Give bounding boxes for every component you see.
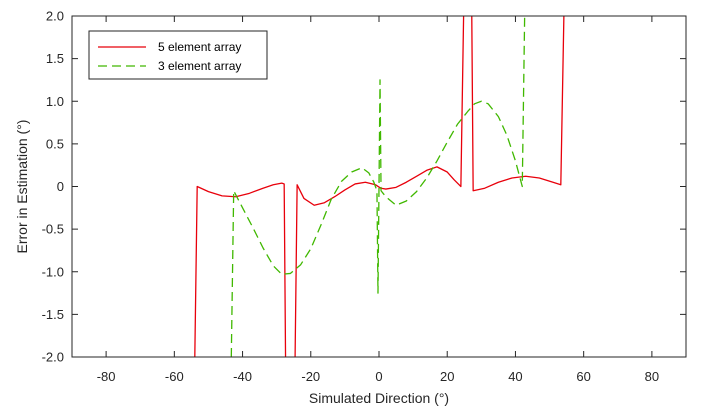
y-tick-label: -2.0 bbox=[42, 350, 64, 365]
x-axis-label: Simulated Direction (°) bbox=[309, 390, 449, 406]
x-tick-label: -40 bbox=[233, 369, 252, 384]
y-axis-label: Error in Estimation (°) bbox=[14, 120, 30, 254]
legend-label-5-element: 5 element array bbox=[158, 40, 241, 54]
y-tick-label: 1.5 bbox=[46, 51, 64, 66]
x-tick-label: 20 bbox=[440, 369, 454, 384]
y-tick-label: 0.5 bbox=[46, 136, 64, 151]
legend: 5 element array 3 element array bbox=[88, 30, 268, 80]
x-tick-label: -80 bbox=[97, 369, 116, 384]
x-tick-label: 80 bbox=[645, 369, 659, 384]
x-tick-label: 0 bbox=[375, 369, 382, 384]
ticks-group: -80 -60 -40 -20 0 20 40 60 80 -2.0 -1.5 -1.0 -0.5 0 0.… bbox=[42, 9, 686, 384]
x-tick-label: 40 bbox=[508, 369, 522, 384]
y-tick-label: 2.0 bbox=[46, 9, 64, 24]
y-tick-label: 1.0 bbox=[46, 94, 64, 109]
series-line-5-element-array bbox=[194, 16, 565, 357]
x-tick-label: -20 bbox=[301, 369, 320, 384]
y-tick-label: 0 bbox=[57, 179, 64, 194]
series-group bbox=[194, 16, 565, 357]
x-tick-label: -60 bbox=[165, 369, 184, 384]
x-tick-label: 60 bbox=[576, 369, 590, 384]
legend-label-3-element: 3 element array bbox=[158, 59, 241, 73]
legend-box bbox=[88, 30, 268, 80]
y-tick-label: -1.0 bbox=[42, 264, 64, 279]
y-tick-label: -0.5 bbox=[42, 222, 64, 237]
series-line-3-element-array bbox=[230, 16, 526, 357]
y-tick-label: -1.5 bbox=[42, 307, 64, 322]
